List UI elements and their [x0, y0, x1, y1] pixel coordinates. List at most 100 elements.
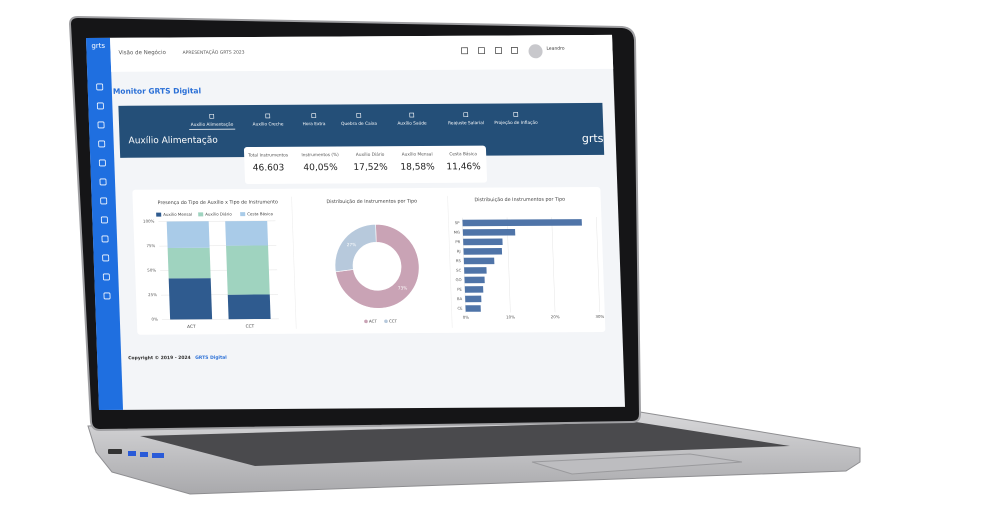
- port: [140, 452, 148, 457]
- legend-label: ACT: [369, 319, 378, 324]
- kpi-value: 18,58%: [400, 162, 435, 172]
- legend-label: CCT: [389, 318, 398, 323]
- footer-brand: GRTS Digital: [195, 355, 227, 361]
- sidebar-icon[interactable]: [98, 140, 106, 148]
- y-tick-label: MG: [454, 230, 460, 235]
- sidebar-icon[interactable]: [102, 254, 110, 262]
- x-tick-label: 10%: [506, 314, 515, 319]
- bar-segment: [167, 247, 211, 279]
- legend-swatch: [364, 319, 368, 324]
- nav-icon[interactable]: [463, 112, 469, 118]
- x-tick-label: CCT: [245, 324, 254, 330]
- y-tick-label: CE: [457, 306, 463, 311]
- user-name[interactable]: Leandro: [546, 46, 565, 52]
- sidebar-icon[interactable]: [98, 159, 106, 167]
- bar: [463, 248, 503, 255]
- legend-swatch: [240, 212, 246, 217]
- presentation-select[interactable]: APRESENTAÇÃO GRTS 2023: [182, 49, 244, 56]
- icon[interactable]: [511, 47, 519, 54]
- chart-title: Distribuição de Instrumentos por Tipo: [474, 197, 565, 204]
- legend-swatch: [156, 212, 162, 217]
- nav-item[interactable]: Auxílio Creche: [253, 120, 284, 127]
- nav-icon[interactable]: [209, 113, 215, 119]
- nav-icon[interactable]: [356, 113, 362, 118]
- nav-item[interactable]: Auxílio Saúde: [397, 119, 427, 126]
- nav-icon[interactable]: [409, 112, 415, 118]
- bar: [463, 238, 503, 246]
- sidebar-icon[interactable]: [99, 178, 107, 186]
- kpi-label: Cesta Básica: [449, 150, 477, 157]
- legend-label: Cesta Básica: [247, 211, 273, 216]
- screen: grts Visão de Negócio APRESENTAÇÃO GRTS …: [86, 34, 626, 410]
- kpi-label: Auxílio Diário: [356, 151, 385, 158]
- kpi-value: 46.603: [253, 163, 285, 173]
- bar: [465, 295, 482, 303]
- kpi-value: 17,52%: [353, 163, 388, 173]
- donut-slice: [334, 223, 377, 273]
- grid-line: [596, 216, 600, 312]
- banner: [118, 102, 605, 158]
- x-tick-label: 0%: [463, 315, 470, 320]
- kpi-value: 11,46%: [446, 162, 481, 172]
- bar-segment: [166, 221, 210, 249]
- sidebar-icon[interactable]: [97, 121, 105, 129]
- icon[interactable]: [495, 47, 503, 54]
- avatar[interactable]: [528, 44, 543, 59]
- footer-copyright: Copyright © 2019 - 2024: [128, 355, 191, 361]
- bar: [462, 228, 516, 236]
- touchpad: [531, 453, 743, 475]
- bar-segment: [225, 220, 269, 246]
- sidebar-icon[interactable]: [96, 102, 104, 110]
- divider: [447, 195, 453, 328]
- y-tick-label: 0%: [151, 317, 158, 322]
- sidebar-logo: grts: [91, 42, 105, 50]
- keyboard: [140, 422, 790, 466]
- slice-label: 73%: [398, 285, 408, 291]
- nav-icon[interactable]: [311, 113, 317, 118]
- menu-select[interactable]: Visão de Negócio: [118, 49, 166, 56]
- port: [152, 453, 164, 458]
- sidebar-icon[interactable]: [101, 235, 109, 243]
- nav-icon[interactable]: [265, 113, 271, 119]
- y-tick-label: 75%: [146, 243, 155, 248]
- nav-item[interactable]: Reajuste Salarial: [448, 120, 484, 126]
- bar: [464, 286, 484, 293]
- bar: [464, 267, 487, 274]
- sidebar-icon[interactable]: [100, 197, 108, 205]
- kpi-card: [243, 145, 488, 185]
- section-title: Auxílio Alimentação: [128, 136, 218, 147]
- kpi-label: Instrumentos (%): [301, 152, 339, 158]
- x-tick-label: 20%: [551, 314, 560, 319]
- y-tick-label: RS: [456, 258, 462, 263]
- sidebar-icon[interactable]: [96, 83, 104, 91]
- icon[interactable]: [478, 47, 486, 55]
- y-tick-label: 25%: [148, 292, 157, 297]
- sidebar-icon[interactable]: [102, 273, 110, 281]
- topbar: [110, 34, 614, 72]
- icon[interactable]: [461, 47, 469, 55]
- page-title: Monitor GRTS Digital: [113, 86, 202, 96]
- bar-segment: [227, 294, 271, 320]
- bar: [463, 257, 495, 265]
- nav-icon[interactable]: [513, 112, 519, 117]
- brand-logo: grts: [582, 132, 604, 145]
- sidebar-icon[interactable]: [103, 292, 111, 300]
- nav-item[interactable]: Quebra de Caixa: [341, 121, 378, 127]
- nav-item[interactable]: Auxílio Alimentação: [191, 121, 234, 128]
- port: [108, 449, 122, 454]
- y-tick-label: RJ: [457, 249, 461, 254]
- sidebar-icon[interactable]: [100, 216, 108, 224]
- legend-swatch: [384, 319, 388, 324]
- y-tick-label: SC: [456, 268, 462, 273]
- x-tick-label: 30%: [595, 314, 604, 319]
- bar: [462, 219, 582, 227]
- bar-segment: [226, 245, 270, 295]
- kpi-value: 40,05%: [303, 163, 338, 173]
- y-tick-label: PR: [455, 239, 460, 244]
- nav-item[interactable]: Projeção de Inflação: [494, 120, 538, 126]
- grid-line: [551, 217, 556, 313]
- nav-item[interactable]: Hora Extra: [302, 121, 326, 127]
- port: [128, 451, 136, 456]
